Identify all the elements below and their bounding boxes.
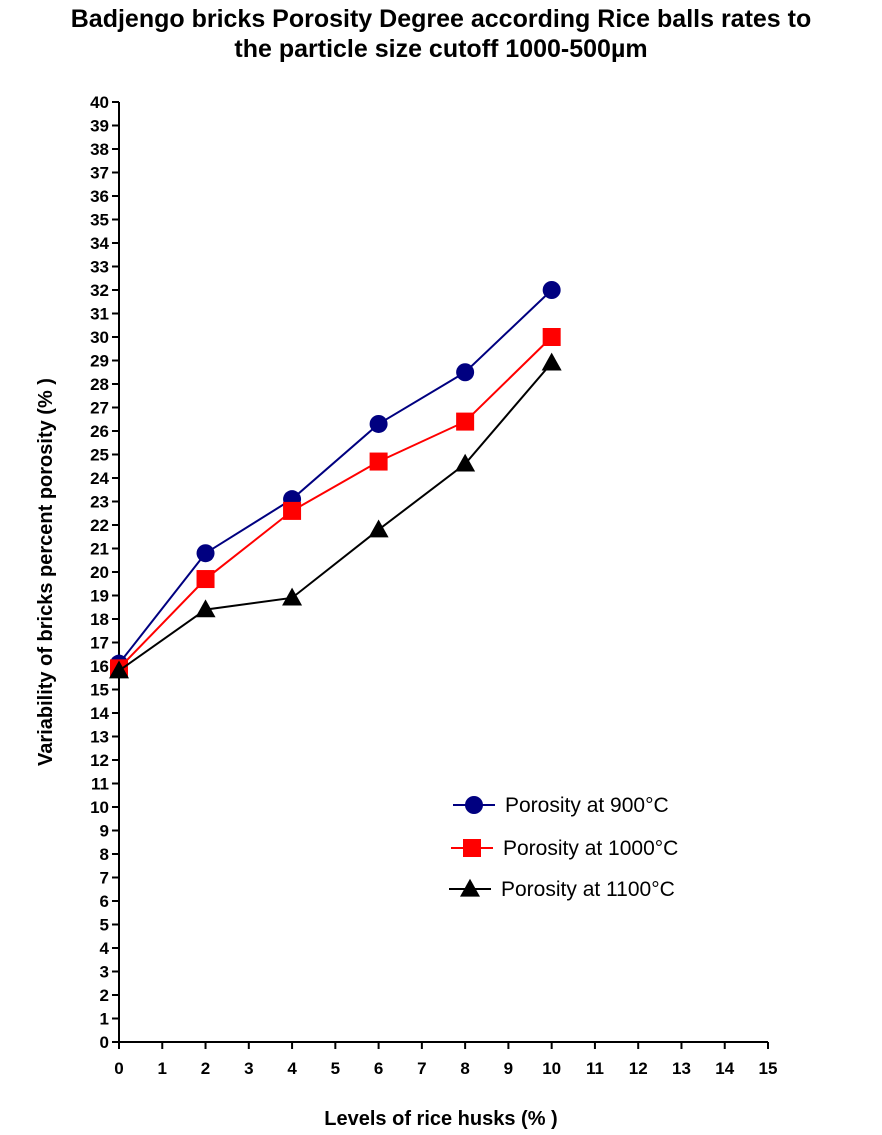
series-1 <box>110 281 561 673</box>
x-tick-label: 12 <box>629 1059 648 1078</box>
data-point <box>196 570 215 589</box>
legend-item-2: Porosity at 1000°C <box>451 837 678 860</box>
x-axis-label: Levels of rice husks (% ) <box>324 1108 557 1130</box>
x-tick-label: 9 <box>504 1059 513 1078</box>
y-tick-label: 12 <box>90 751 109 770</box>
y-tick-label: 23 <box>90 493 109 512</box>
y-tick-label: 18 <box>90 610 109 629</box>
y-tick-label: 11 <box>91 775 109 794</box>
y-tick-label: 19 <box>90 587 109 606</box>
y-tick-label: 7 <box>100 869 109 888</box>
data-point <box>368 519 389 538</box>
y-tick-label: 1 <box>100 1010 109 1029</box>
x-tick-label: 7 <box>417 1059 426 1078</box>
y-tick-label: 29 <box>90 352 109 371</box>
y-tick-label: 32 <box>90 281 109 300</box>
data-point <box>456 363 475 382</box>
series-line <box>118 289 553 665</box>
x-tick-label: 11 <box>586 1059 604 1078</box>
legend-marker <box>465 796 483 814</box>
data-point <box>283 501 302 520</box>
x-tick-label: 2 <box>201 1059 210 1078</box>
y-tick-label: 27 <box>90 399 109 418</box>
legend-item-1: Porosity at 900°C <box>453 794 669 817</box>
y-tick-label: 25 <box>90 446 109 465</box>
y-tick-label: 16 <box>90 657 109 676</box>
data-point <box>282 587 303 606</box>
data-point <box>109 660 129 679</box>
x-tick-label: 8 <box>460 1059 469 1078</box>
y-tick-label: 8 <box>100 845 109 864</box>
data-point <box>195 599 216 618</box>
legend: Porosity at 900°C Porosity at 1000°C Poros… <box>449 794 678 901</box>
y-tick-label: 14 <box>90 704 109 723</box>
data-point <box>541 352 562 371</box>
y-tick-label: 0 <box>100 1033 109 1052</box>
legend-label: Porosity at 900°C <box>505 794 669 817</box>
data-point <box>369 452 388 471</box>
x-tick-label: 10 <box>542 1059 561 1078</box>
y-tick-label: 5 <box>100 916 109 935</box>
data-point <box>455 453 476 472</box>
data-point <box>456 412 475 431</box>
series-2 <box>110 328 561 678</box>
y-tick-label: 22 <box>90 516 109 535</box>
x-tick-label: 3 <box>244 1059 253 1078</box>
legend-marker <box>460 878 480 897</box>
y-axis-label: Variability of bricks percent porosity (… <box>35 378 57 766</box>
y-tick-label: 35 <box>90 211 109 230</box>
x-tick-label: 15 <box>759 1059 778 1078</box>
y-tick-label: 39 <box>90 117 109 136</box>
y-tick-label: 9 <box>100 822 109 841</box>
x-tick-label: 4 <box>287 1059 297 1078</box>
x-tick-label: 0 <box>114 1059 123 1078</box>
y-tick-label: 20 <box>90 563 109 582</box>
y-tick-label: 31 <box>90 305 109 324</box>
y-tick-label: 24 <box>90 469 109 488</box>
legend-label: Porosity at 1100°C <box>501 878 675 901</box>
y-tick-label: 2 <box>100 986 109 1005</box>
legend-item-3: Porosity at 1100°C <box>449 878 675 901</box>
legend-label: Porosity at 1000°C <box>503 837 678 860</box>
data-point <box>542 328 561 346</box>
y-tick-label: 33 <box>90 258 109 277</box>
y-tick-label: 38 <box>90 140 109 159</box>
series-line <box>118 336 553 670</box>
series-3 <box>109 352 562 679</box>
x-tick-label: 5 <box>331 1059 340 1078</box>
x-tick-label: 6 <box>374 1059 383 1078</box>
axes: 0123456789101112131415161718192021222324… <box>90 93 777 1078</box>
y-tick-label: 10 <box>90 798 109 817</box>
chart-title-line-1: Badjengo bricks Porosity Degree accordin… <box>70 5 812 33</box>
y-tick-label: 6 <box>100 892 109 911</box>
y-tick-label: 36 <box>90 187 109 206</box>
series-layer <box>109 281 562 679</box>
y-tick-label: 13 <box>90 728 109 747</box>
y-tick-label: 17 <box>90 634 109 653</box>
y-tick-label: 3 <box>100 963 109 982</box>
y-tick-label: 28 <box>90 375 109 394</box>
y-tick-label: 15 <box>90 681 109 700</box>
data-point <box>369 414 388 433</box>
y-tick-label: 21 <box>90 540 109 559</box>
data-point <box>542 281 561 299</box>
chart-title-line-2: the particle size cutoff 1000-500µm <box>234 35 648 63</box>
series-line <box>118 362 553 672</box>
y-tick-label: 30 <box>90 328 109 347</box>
data-point <box>196 544 215 563</box>
y-tick-label: 26 <box>90 422 109 441</box>
chart-title: Badjengo bricks Porosity Degree accordin… <box>0 4 882 64</box>
y-tick-label: 34 <box>90 234 109 253</box>
x-tick-label: 14 <box>715 1059 734 1078</box>
x-tick-label: 13 <box>672 1059 691 1078</box>
legend-marker <box>463 839 481 857</box>
x-tick-label: 1 <box>158 1059 167 1078</box>
y-tick-label: 40 <box>90 93 109 112</box>
y-tick-label: 37 <box>90 164 109 183</box>
y-tick-label: 4 <box>100 939 110 958</box>
